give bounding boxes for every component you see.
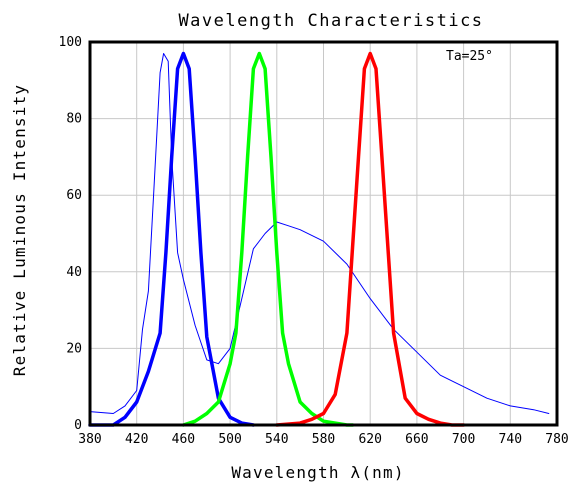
y-tick-label: 60 [66, 188, 82, 203]
x-tick-label: 580 [312, 432, 335, 447]
x-tick-label: 420 [125, 432, 148, 447]
x-tick-label: 500 [218, 432, 241, 447]
plot-frame [88, 40, 559, 427]
x-tick-label: 740 [499, 432, 522, 447]
temperature-annotation: Ta=25° [446, 49, 493, 64]
y-tick-label: 100 [59, 35, 82, 50]
x-tick-label: 700 [452, 432, 475, 447]
series-line-0 [89, 53, 550, 414]
y-tick-label: 80 [66, 112, 82, 127]
x-axis-label: Wavelength λ(nm) [231, 463, 404, 482]
series-line-2 [181, 51, 355, 427]
y-tick-label: 40 [66, 265, 82, 280]
y-tick-label: 20 [66, 341, 82, 356]
x-tick-label: 540 [265, 432, 288, 447]
x-tick-label: 660 [405, 432, 428, 447]
series-layer [88, 51, 550, 427]
x-tick-label: 460 [172, 432, 195, 447]
grid [90, 42, 557, 425]
y-axis-label: Relative Luminous Intensity [10, 84, 29, 377]
x-tick-label: 380 [78, 432, 101, 447]
x-tick-label: 620 [358, 432, 381, 447]
y-tick-label: 0 [74, 418, 82, 433]
x-tick-label: 780 [545, 432, 568, 447]
tick-labels: 380 420 460 500 540 580 620 660 700 740 780 0 20 40 60… [59, 35, 569, 447]
chart-title: Wavelength Characteristics [178, 11, 483, 31]
series-line-3 [275, 51, 466, 427]
